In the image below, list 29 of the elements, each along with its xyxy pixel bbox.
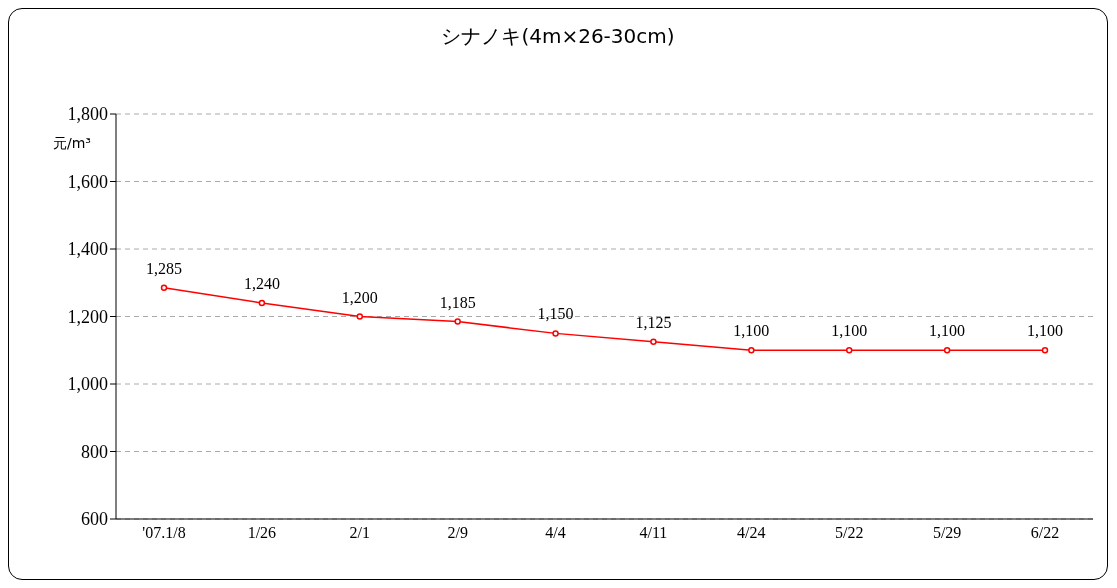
- x-tick-label: 1/26: [247, 524, 277, 542]
- chart-title: シナノキ(4m×26-30cm): [440, 23, 676, 50]
- x-tick-label: 4/4: [545, 524, 566, 542]
- y-tick-label: 1,400: [67, 239, 108, 260]
- x-tick-label: 5/22: [835, 524, 864, 542]
- data-label: 1,185: [439, 293, 476, 311]
- x-tick-label: 2/9: [447, 524, 468, 542]
- x-tick-label: '07.1/8: [142, 524, 186, 542]
- x-tick-label: 4/24: [737, 524, 766, 542]
- y-tick-label: 1,600: [67, 171, 108, 192]
- y-tick-label: 1,000: [67, 374, 108, 395]
- x-tick-label: 6/22: [1030, 524, 1060, 542]
- y-tick-label: 1,800: [67, 104, 108, 125]
- data-label: 1,125: [635, 313, 672, 331]
- x-tick-label: 5/29: [932, 524, 962, 542]
- data-label: 1,100: [831, 322, 868, 340]
- data-label: 1,100: [929, 322, 966, 340]
- y-tick-label: 1,200: [67, 306, 108, 327]
- data-label: 1,100: [733, 322, 770, 340]
- data-label: 1,285: [146, 259, 182, 277]
- x-tick-label: 4/11: [639, 524, 668, 542]
- x-tick-label: 2/1: [349, 524, 370, 542]
- data-label: 1,200: [341, 288, 378, 306]
- y-tick-label: 600: [81, 509, 108, 530]
- y-axis-title: 元/m³: [53, 135, 91, 153]
- data-label: 1,150: [537, 305, 574, 323]
- data-label: 1,240: [243, 275, 280, 292]
- y-tick-label: 800: [81, 441, 108, 462]
- data-label: 1,100: [1027, 322, 1063, 340]
